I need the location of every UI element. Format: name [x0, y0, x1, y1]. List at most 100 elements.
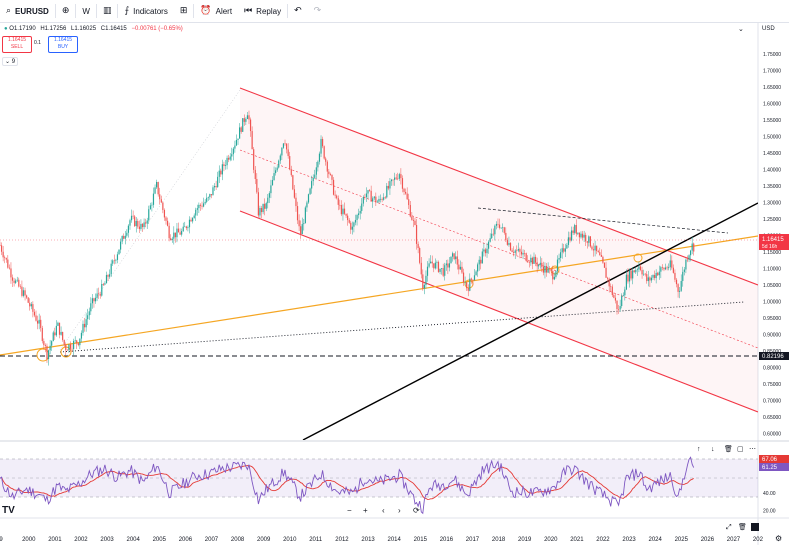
indicators-button[interactable]: ⨍ Indicators [118, 0, 173, 22]
candle-body [397, 178, 399, 180]
candle-body [240, 127, 242, 132]
candle-body [209, 194, 211, 198]
candle-body [22, 290, 25, 296]
candle-body [87, 315, 89, 320]
candle-body [79, 338, 81, 346]
candle-body [542, 266, 545, 273]
symbol-search[interactable]: ⌕ EURUSD [0, 0, 55, 22]
templates-button[interactable]: ⊞ [174, 0, 194, 22]
candle-body [484, 249, 487, 254]
interval-button[interactable]: W [76, 0, 96, 22]
pane-hide-icon[interactable] [751, 523, 759, 531]
candle-body [318, 153, 321, 162]
candle-body [215, 185, 217, 188]
candle-body [154, 187, 156, 194]
candle-body [99, 294, 101, 296]
sell-button[interactable]: 1.16415 SELL [2, 36, 32, 53]
indicator-visibility-toggle[interactable]: ⌄ 9 [2, 57, 19, 66]
chart-type-button[interactable]: ▥ [97, 0, 118, 22]
candle-body [306, 202, 308, 208]
candle-body [560, 252, 562, 258]
candle-body [181, 231, 183, 235]
zoom-in-icon[interactable]: + [363, 506, 368, 515]
time-axis: 99 2000 2001 2002 2003 2004 2005 2006 2007 2008 20… [0, 537, 764, 543]
candle-body [104, 283, 106, 285]
candle-body [311, 181, 313, 189]
candle-body [693, 243, 695, 252]
candle-body [448, 263, 451, 268]
candle-body [309, 188, 311, 195]
pane-delete-icon[interactable]: 🗑 [738, 522, 747, 531]
candle-body [555, 271, 557, 277]
candle-body [350, 222, 352, 230]
candle-body [73, 340, 75, 350]
pane-maximize-icon[interactable]: ▢ [737, 446, 744, 453]
candle-body [124, 235, 126, 239]
candle-body [533, 256, 535, 264]
candle-body [653, 274, 656, 279]
compare-button[interactable]: ⊕ [56, 0, 76, 22]
candle-body [176, 228, 178, 238]
candle-body [527, 260, 529, 263]
replay-button[interactable]: ⏮ Replay [238, 0, 287, 22]
candle-body [467, 288, 469, 291]
candle-body [489, 238, 491, 242]
scroll-left-icon[interactable]: ‹ [382, 506, 385, 515]
candle-body [76, 340, 78, 344]
pane-more-icon[interactable]: ⋯ [749, 446, 756, 453]
candle-body [204, 201, 206, 204]
rsi-ma-value: 61.25 [762, 465, 778, 471]
reset-chart-icon[interactable]: ⟳ [413, 506, 420, 515]
divider [117, 4, 119, 18]
candle-body [660, 267, 662, 272]
candle-body [145, 222, 147, 224]
interval-label: W [82, 6, 90, 16]
candle-body [655, 272, 657, 279]
candle-body [594, 245, 596, 251]
candle-body [536, 262, 538, 267]
channel-upper-line [239, 87, 758, 286]
alert-button[interactable]: ⏰ Alert [194, 0, 238, 22]
candle-body [77, 343, 79, 346]
pane-up-icon[interactable]: ↑ [697, 446, 701, 453]
candle-body [581, 233, 584, 238]
rsi-line [0, 456, 695, 515]
pane-expand-icon[interactable]: ⤢ [726, 524, 732, 531]
pane-delete-icon[interactable]: 🗑 [724, 444, 733, 453]
candle-body [339, 204, 341, 206]
candle-body [522, 253, 524, 255]
candle-body [608, 278, 610, 287]
x-tick-label: 2003 [100, 537, 114, 543]
currency-label[interactable]: USD [762, 26, 775, 32]
undo-button[interactable]: ↶ [288, 0, 308, 22]
x-tick-label: 2018 [492, 537, 506, 543]
candle-body [563, 248, 565, 252]
candle-body [358, 213, 360, 216]
x-tick-label: 2027 [727, 537, 741, 543]
scroll-right-icon[interactable]: › [398, 506, 401, 515]
x-tick-label: 2015 [414, 537, 428, 543]
sell-label: SELL [10, 44, 24, 50]
x-tick-label: 2009 [257, 537, 271, 543]
channel-midline [239, 149, 758, 349]
candle-body [691, 243, 693, 251]
y-tick-label: 0.95000 [763, 316, 781, 322]
x-tick-label: 2025 [675, 537, 689, 543]
candle-body [238, 127, 241, 139]
candle-body [336, 195, 338, 199]
redo-button[interactable]: ↷ [308, 0, 328, 22]
buy-button[interactable]: 1.16415 BUY [48, 36, 78, 53]
candle-body [624, 289, 626, 296]
candle-body [340, 205, 342, 215]
candle-body [412, 219, 415, 221]
candle-body [550, 269, 552, 272]
settings-menu-button[interactable]: ⌄ [738, 25, 744, 33]
candle-body [400, 174, 402, 179]
candle-body [121, 236, 123, 242]
settings-icon[interactable]: ⚙ [775, 534, 782, 543]
candle-body [71, 348, 73, 350]
candle-body [210, 194, 213, 196]
pane-down-icon[interactable]: ↓ [711, 446, 715, 453]
zoom-out-icon[interactable]: − [347, 506, 352, 515]
candle-body [419, 247, 421, 263]
